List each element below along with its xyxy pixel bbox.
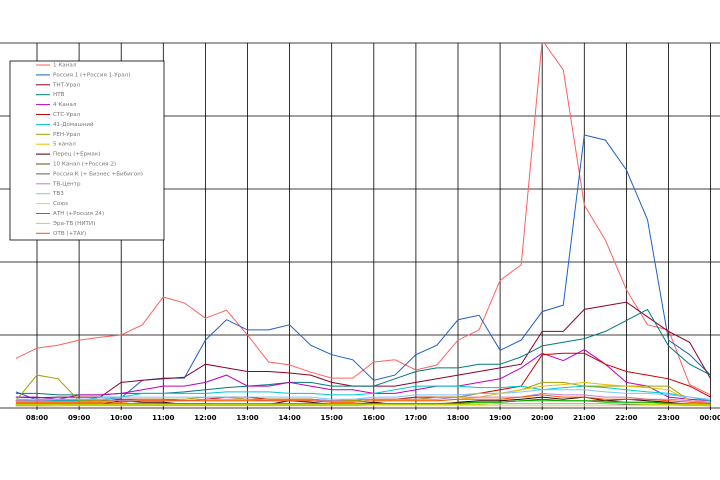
series-line xyxy=(15,385,711,402)
legend-label: ТНТ-Урал xyxy=(52,82,80,88)
series-line xyxy=(15,400,711,405)
legend-label: АТН (+Россия 24) xyxy=(53,211,104,217)
x-tick-label: 12:00 xyxy=(194,414,216,422)
legend-label: Россия К (+ Бизнес +Бибигон) xyxy=(53,171,143,177)
x-tick-label: 21:00 xyxy=(573,414,595,422)
x-tick-label: 09:00 xyxy=(68,414,90,422)
series-line xyxy=(15,308,711,396)
series-line xyxy=(15,389,711,400)
x-tick-label: 23:00 xyxy=(657,414,679,422)
x-tick-label: 17:00 xyxy=(405,414,427,422)
series-line xyxy=(15,392,711,403)
series-line xyxy=(15,403,711,405)
legend-label: ТВ3 xyxy=(52,191,64,197)
legend-label: СТС-Урал xyxy=(53,112,81,118)
x-tick-label: 00:00 xyxy=(699,414,720,422)
x-tick-label: 15:00 xyxy=(321,414,343,422)
x-tick-label: 19:00 xyxy=(489,414,511,422)
legend-label: НТВ xyxy=(53,92,65,98)
series-line xyxy=(15,349,711,402)
legend-label: 1 Канал xyxy=(53,63,77,69)
x-tick-label: 14:00 xyxy=(278,414,300,422)
legend-label: Перец (+Ермак) xyxy=(53,152,100,158)
legend-label: Союз xyxy=(53,201,68,207)
legend-label: 41-Домашний xyxy=(53,121,94,128)
x-tick-label: 20:00 xyxy=(531,414,553,422)
legend-label: Эра-ТВ (НИТИ) xyxy=(53,221,95,227)
legend-label: 4 Канал xyxy=(53,102,77,108)
x-tick-label: 10:00 xyxy=(110,414,132,422)
legend-label: РЕН-Урал xyxy=(53,132,81,138)
legend-label: 5 канал xyxy=(53,142,76,148)
legend-label: ОТВ (+ТАУ) xyxy=(53,231,86,237)
x-tick-label: 16:00 xyxy=(363,414,385,422)
legend-label: Россия 1 (+Россия 1-Урал) xyxy=(53,72,130,78)
series-line xyxy=(15,301,712,399)
series-line xyxy=(15,374,711,403)
legend-label: ТВ-Центр xyxy=(52,181,81,187)
x-tick-label: 13:00 xyxy=(236,414,258,422)
legend-box xyxy=(9,60,165,241)
x-tick-label: 18:00 xyxy=(447,414,469,422)
x-tick-label: 08:00 xyxy=(26,414,48,422)
x-tick-label: 11:00 xyxy=(152,414,174,422)
legend-label: 10 Канал (+Россия 2) xyxy=(53,162,116,168)
series-line xyxy=(15,134,711,401)
x-tick-label: 22:00 xyxy=(615,414,637,422)
series-line xyxy=(15,394,711,405)
